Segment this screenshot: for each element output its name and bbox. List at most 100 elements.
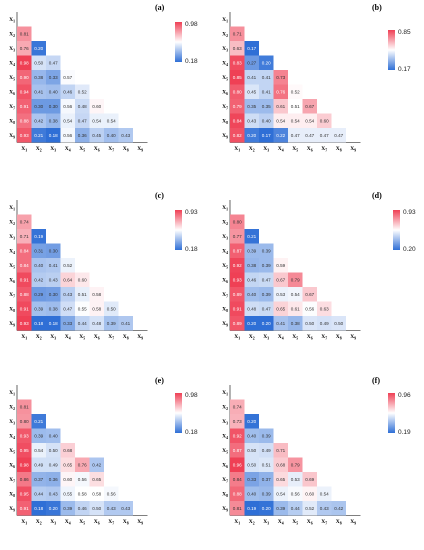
heatmap-cell <box>244 128 259 143</box>
colorbar-max-label: 0.98 <box>185 392 198 399</box>
y-tick-label: X1 <box>222 390 228 396</box>
x-tick-label: X6 <box>94 146 100 152</box>
panel-label: (a) <box>155 3 165 12</box>
panel-label: (d) <box>372 191 382 200</box>
heatmap-cell <box>244 428 259 443</box>
heatmap-cell <box>230 287 245 302</box>
heatmap-cell <box>60 84 75 99</box>
colorbar <box>393 210 400 250</box>
y-tick-label: X2 <box>9 219 15 225</box>
cell-value: 0.81 <box>233 506 242 511</box>
heatmap-cell <box>244 70 259 85</box>
cell-value: 0.85 <box>233 75 242 80</box>
colorbar-min-label: 0.18 <box>185 246 198 253</box>
y-tick-label: X5 <box>9 448 15 454</box>
heatmap-cell <box>17 316 32 331</box>
cell-value: 0.47 <box>78 118 87 123</box>
heatmap-cell <box>89 501 104 516</box>
cell-value: 0.48 <box>78 104 87 109</box>
cell-value: 0.73 <box>276 75 285 80</box>
heatmap-cell <box>273 84 288 99</box>
heatmap-cell <box>31 501 46 516</box>
cell-value: 0.41 <box>121 321 130 326</box>
cell-value: 0.65 <box>276 477 285 482</box>
y-tick-label: X3 <box>9 234 15 240</box>
x-tick-label: X5 <box>292 146 298 152</box>
heatmap-cell <box>230 501 245 516</box>
y-tick-label: X2 <box>9 31 15 37</box>
heatmap-cell <box>60 113 75 128</box>
cell-value: 0.33 <box>49 75 58 80</box>
heatmap-cell <box>118 128 133 143</box>
y-tick-label: X8 <box>9 491 15 497</box>
heatmap-cell <box>89 472 104 487</box>
colorbar <box>175 393 182 433</box>
heatmap-cell <box>230 428 245 443</box>
cell-value: 0.47 <box>334 133 343 138</box>
heatmap-cell <box>104 128 119 143</box>
cell-value: 0.74 <box>20 219 29 224</box>
x-tick-label: X8 <box>123 146 129 152</box>
y-tick-label: X1 <box>9 390 15 396</box>
heatmap-cell <box>302 301 317 316</box>
cell-value: 0.35 <box>262 104 271 109</box>
cell-value: 0.84 <box>20 248 29 253</box>
cell-value: 0.69 <box>305 477 314 482</box>
cell-value: 0.42 <box>92 462 101 467</box>
cell-value: 0.18 <box>34 321 43 326</box>
x-tick-label: X3 <box>50 519 56 525</box>
cell-value: 0.54 <box>34 448 43 453</box>
x-tick-label: X9 <box>350 146 356 152</box>
cell-value: 0.36 <box>78 133 87 138</box>
heatmap-cell <box>259 428 274 443</box>
cell-value: 0.51 <box>291 104 300 109</box>
x-tick-label: X6 <box>94 519 100 525</box>
y-tick-label: X4 <box>9 433 15 439</box>
cell-value: 0.50 <box>107 306 116 311</box>
heatmap-cell <box>317 316 332 331</box>
y-tick-label: X6 <box>222 277 228 283</box>
cell-value: 0.43 <box>49 491 58 496</box>
x-tick-label: X7 <box>108 334 114 340</box>
heatmap-cell <box>288 128 303 143</box>
cell-value: 0.54 <box>291 292 300 297</box>
cell-value: 0.49 <box>34 462 43 467</box>
y-tick-label: X4 <box>9 60 15 66</box>
cell-value: 0.56 <box>305 306 314 311</box>
cell-value: 0.68 <box>63 448 72 453</box>
cell-value: 0.54 <box>92 118 101 123</box>
heatmap-panel-6: (f) X1 X2 X3 X4 X5 X6 X7 X8 X9 X1 X2 X3 X4 X5 X6 X7 X8 X9 0… <box>222 376 411 525</box>
cell-value: 0.39 <box>262 248 271 253</box>
cell-value: 0.63 <box>320 306 329 311</box>
heatmap-cell <box>244 501 259 516</box>
x-tick-label: X4 <box>278 146 284 152</box>
cell-value: 0.33 <box>63 321 72 326</box>
heatmap-cell <box>89 457 104 472</box>
x-tick-label: X4 <box>278 334 284 340</box>
heatmap-cell <box>75 501 90 516</box>
cell-value: 0.63 <box>233 46 242 51</box>
x-tick-label: X9 <box>137 146 143 152</box>
cell-value: 0.42 <box>34 277 43 282</box>
cell-value: 0.44 <box>34 491 43 496</box>
heatmap-cell <box>273 443 288 458</box>
cell-value: 0.39 <box>63 506 72 511</box>
cell-value: 0.39 <box>34 433 43 438</box>
y-tick-label: X6 <box>222 462 228 468</box>
cell-value: 0.64 <box>63 277 72 282</box>
cell-value: 0.88 <box>20 118 29 123</box>
x-tick-label: X9 <box>137 334 143 340</box>
heatmap-cell <box>75 316 90 331</box>
cell-value: 0.42 <box>334 506 343 511</box>
x-tick-label: X5 <box>79 146 85 152</box>
heatmap-cell <box>46 316 61 331</box>
heatmap-cell <box>31 486 46 501</box>
x-tick-label: X7 <box>108 519 114 525</box>
x-tick-label: X8 <box>336 519 342 525</box>
heatmap-cell <box>89 99 104 114</box>
cell-value: 0.50 <box>247 448 256 453</box>
heatmap-cell <box>118 316 133 331</box>
y-tick-label: X3 <box>9 46 15 52</box>
cell-value: 0.73 <box>233 419 242 424</box>
